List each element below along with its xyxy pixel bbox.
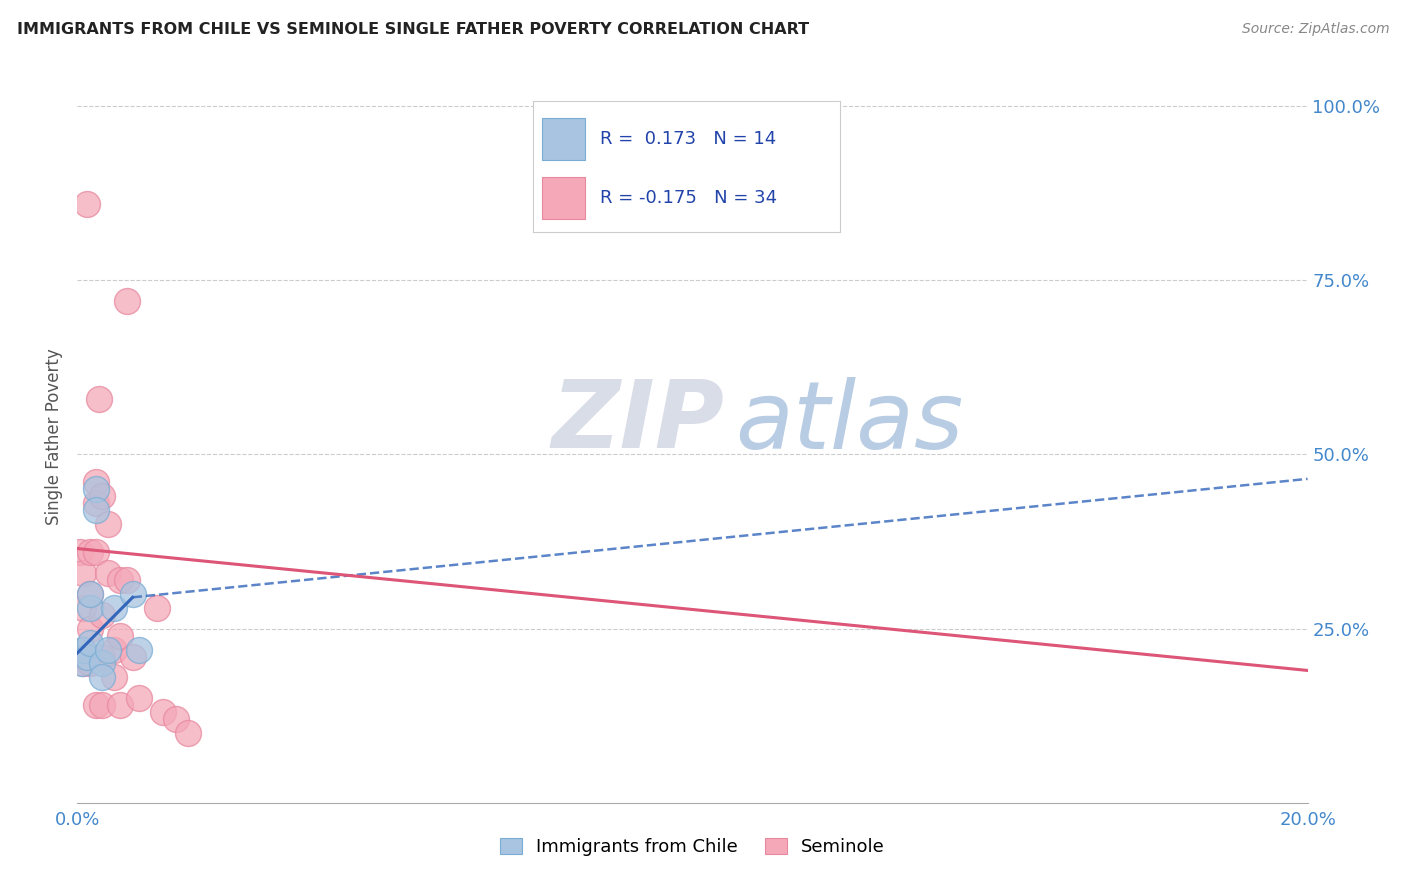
Point	[97, 642, 120, 657]
Point	[110, 629, 132, 643]
Point	[90, 489, 114, 503]
Point	[69, 545, 91, 559]
Point	[103, 670, 125, 684]
Point	[79, 600, 101, 615]
Point	[121, 649, 143, 664]
Point	[72, 642, 94, 657]
Point	[79, 587, 101, 601]
Y-axis label: Single Father Poverty: Single Father Poverty	[45, 349, 63, 525]
Point	[90, 607, 114, 622]
Point	[110, 698, 132, 713]
Point	[84, 698, 107, 713]
Point	[79, 587, 101, 601]
Point	[97, 566, 120, 580]
Point	[90, 657, 114, 671]
Text: IMMIGRANTS FROM CHILE VS SEMINOLE SINGLE FATHER POVERTY CORRELATION CHART: IMMIGRANTS FROM CHILE VS SEMINOLE SINGLE…	[17, 22, 808, 37]
Point	[76, 649, 98, 664]
Point	[87, 392, 110, 406]
Point	[115, 573, 138, 587]
Point	[72, 600, 94, 615]
Point	[79, 635, 101, 649]
Point	[79, 657, 101, 671]
Point	[128, 691, 150, 706]
Point	[121, 587, 143, 601]
Point	[76, 196, 98, 211]
Point	[84, 496, 107, 510]
Point	[84, 503, 107, 517]
Point	[103, 642, 125, 657]
Point	[146, 600, 169, 615]
Legend: Immigrants from Chile, Seminole: Immigrants from Chile, Seminole	[494, 830, 891, 863]
Point	[90, 698, 114, 713]
Point	[115, 294, 138, 309]
Point	[72, 566, 94, 580]
Point	[165, 712, 187, 726]
Point	[70, 657, 93, 671]
Point	[97, 517, 120, 532]
Point	[84, 545, 107, 559]
Point	[90, 649, 114, 664]
Text: ZIP: ZIP	[551, 376, 724, 468]
Text: Source: ZipAtlas.com: Source: ZipAtlas.com	[1241, 22, 1389, 37]
Point	[84, 483, 107, 497]
Point	[84, 475, 107, 490]
Point	[79, 545, 101, 559]
Point	[79, 622, 101, 636]
Point	[72, 642, 94, 657]
Point	[152, 705, 174, 719]
Point	[177, 726, 200, 740]
Point	[90, 670, 114, 684]
Text: atlas: atlas	[735, 377, 963, 468]
Point	[110, 573, 132, 587]
Point	[103, 600, 125, 615]
Point	[128, 642, 150, 657]
Point	[72, 657, 94, 671]
